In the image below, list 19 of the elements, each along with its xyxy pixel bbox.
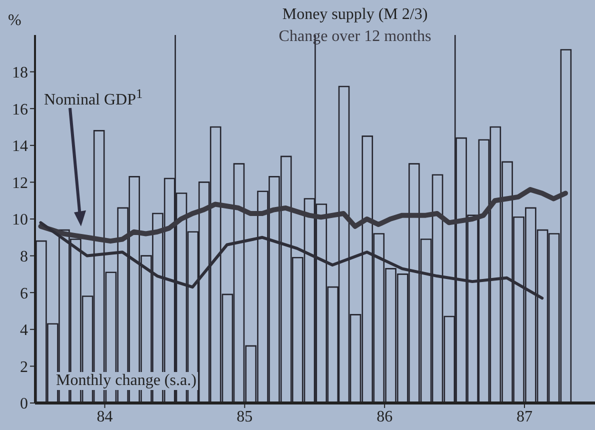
x-tick-label: 86 <box>376 408 393 426</box>
text: Change over 12 months <box>278 28 432 46</box>
series-label: Monthly change (s.a.) <box>54 372 198 390</box>
y-tick-label: 12 <box>12 174 28 192</box>
y-axis-title: % <box>8 12 22 30</box>
text: Nominal GDP$^{1}$ <box>42 86 145 110</box>
y-tick-label: 0 <box>20 396 28 413</box>
y-tick-label: 2 <box>20 358 28 376</box>
y-tick-label: 6 <box>20 285 28 302</box>
y-tick-label: 4 <box>20 322 28 340</box>
chart-title: Money supply (M 2/3) <box>282 6 428 24</box>
x-tick-label: 87 <box>516 408 532 426</box>
x-tick-label: 84 <box>96 408 113 426</box>
y-tick-label: 8 <box>20 248 28 266</box>
y-tick-label: 10 <box>12 212 28 229</box>
y-tick-label: 18 <box>12 64 28 82</box>
x-tick-label: 85 <box>236 408 253 426</box>
y-tick-label: 16 <box>12 101 28 118</box>
y-tick-label: 14 <box>12 138 28 156</box>
